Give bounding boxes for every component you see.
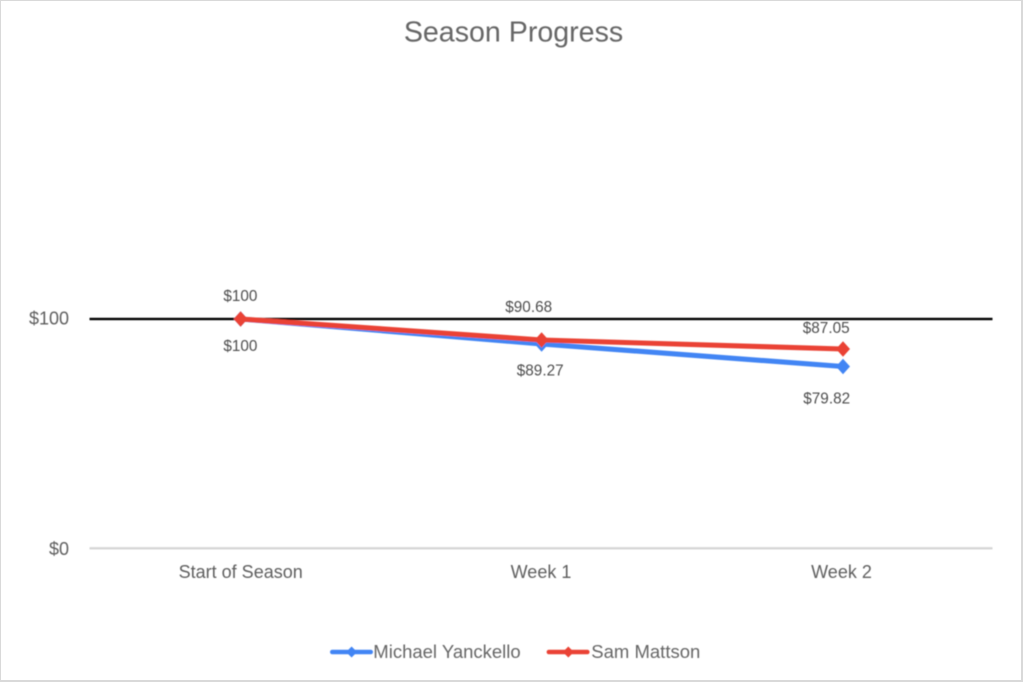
- svg-text:$100: $100: [223, 288, 257, 305]
- svg-text:Week 2: Week 2: [811, 562, 872, 582]
- svg-text:Start of Season: Start of Season: [179, 562, 303, 582]
- svg-text:$0: $0: [49, 539, 69, 559]
- svg-text:Michael Yanckello: Michael Yanckello: [373, 641, 520, 662]
- svg-text:$100: $100: [29, 309, 69, 329]
- svg-text:$90.68: $90.68: [505, 299, 552, 316]
- svg-text:Week 1: Week 1: [511, 562, 572, 582]
- svg-text:$89.27: $89.27: [517, 362, 564, 379]
- svg-text:Sam Mattson: Sam Mattson: [591, 641, 700, 662]
- svg-text:$100: $100: [223, 338, 257, 355]
- svg-text:$87.05: $87.05: [803, 320, 850, 337]
- svg-text:$79.82: $79.82: [803, 390, 850, 407]
- svg-text:Season Progress: Season Progress: [404, 17, 623, 49]
